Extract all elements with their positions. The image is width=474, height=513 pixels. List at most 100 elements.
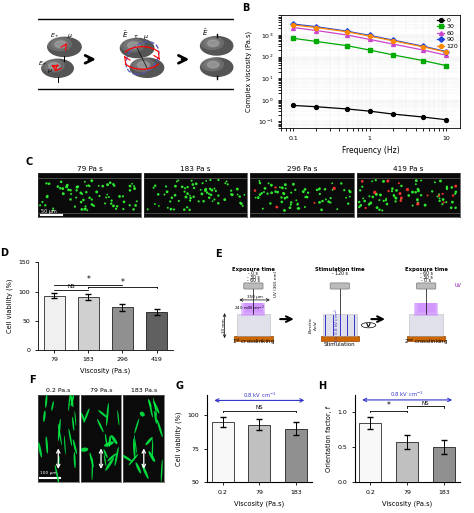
Point <box>443 185 451 193</box>
FancyBboxPatch shape <box>245 303 262 312</box>
Point <box>365 192 373 201</box>
Text: NS: NS <box>67 284 75 289</box>
Text: - 30 s: - 30 s <box>247 274 260 280</box>
Point <box>126 186 134 194</box>
FancyBboxPatch shape <box>244 283 263 289</box>
Circle shape <box>124 41 141 50</box>
Point <box>44 191 51 200</box>
Point <box>287 201 295 209</box>
Point <box>301 185 309 193</box>
Ellipse shape <box>58 424 62 445</box>
Point <box>449 191 457 200</box>
Point <box>300 188 307 196</box>
Point <box>261 184 269 192</box>
Circle shape <box>137 62 147 68</box>
Point <box>99 182 107 190</box>
90 <box>344 28 349 34</box>
Point <box>378 206 386 214</box>
Point <box>126 201 134 209</box>
Circle shape <box>134 60 151 70</box>
Bar <box>112 307 133 350</box>
Point <box>57 177 65 186</box>
Point <box>310 199 318 207</box>
0 <box>290 103 296 109</box>
Point <box>369 193 377 201</box>
Point <box>215 176 222 184</box>
Ellipse shape <box>68 429 72 446</box>
Text: *: * <box>120 278 124 287</box>
Point <box>273 203 281 211</box>
Point <box>315 185 323 193</box>
Point <box>88 195 96 204</box>
Point <box>113 202 121 210</box>
Text: *: * <box>387 401 391 410</box>
Point <box>170 205 178 213</box>
30 <box>390 52 396 58</box>
Point <box>237 199 244 207</box>
Point <box>443 198 450 206</box>
0 <box>390 111 396 117</box>
Point <box>318 206 325 214</box>
Point <box>281 206 288 214</box>
Circle shape <box>204 38 220 48</box>
Point <box>49 204 57 212</box>
Point <box>380 177 387 186</box>
Point <box>372 190 380 198</box>
Point <box>412 176 420 185</box>
Ellipse shape <box>105 458 114 471</box>
Point <box>209 197 216 205</box>
Point <box>73 186 81 194</box>
Point <box>234 185 241 193</box>
Point <box>164 188 171 196</box>
Ellipse shape <box>149 402 153 418</box>
Text: - 60 s: - 60 s <box>247 278 260 283</box>
Point <box>361 197 368 205</box>
Ellipse shape <box>128 454 138 465</box>
Point <box>105 193 113 201</box>
Point <box>155 202 163 210</box>
Point <box>120 198 128 206</box>
Point <box>168 193 176 202</box>
Point <box>398 182 405 190</box>
Point <box>451 190 459 198</box>
Point <box>189 181 197 189</box>
Point <box>268 189 275 197</box>
Point <box>260 188 268 196</box>
Bar <box>146 312 167 350</box>
Point <box>388 187 396 195</box>
Point <box>295 204 303 212</box>
Point <box>290 180 297 188</box>
Point <box>82 204 90 212</box>
Point <box>286 204 294 212</box>
Point <box>327 194 335 202</box>
Ellipse shape <box>72 417 74 431</box>
Point <box>151 182 159 190</box>
Point <box>282 184 290 192</box>
Point <box>46 180 53 188</box>
Ellipse shape <box>157 419 163 437</box>
Point <box>443 183 451 191</box>
Point <box>161 190 168 199</box>
Point <box>237 200 245 208</box>
Circle shape <box>48 37 72 51</box>
Point <box>328 179 336 187</box>
0 <box>313 104 319 110</box>
Point <box>43 193 51 201</box>
Point <box>440 199 447 207</box>
Text: $E_+$: $E_+$ <box>50 31 60 40</box>
Circle shape <box>128 42 139 49</box>
Point <box>83 182 91 190</box>
Point <box>86 194 93 202</box>
Point <box>155 190 162 199</box>
Point <box>67 195 74 204</box>
Point <box>236 192 244 201</box>
Point <box>316 190 324 198</box>
Point <box>96 192 103 200</box>
120 <box>390 37 396 44</box>
Point <box>130 182 138 190</box>
Point <box>150 184 157 192</box>
Circle shape <box>201 36 223 49</box>
FancyBboxPatch shape <box>244 303 263 313</box>
Point <box>39 198 46 206</box>
Point <box>166 198 174 206</box>
